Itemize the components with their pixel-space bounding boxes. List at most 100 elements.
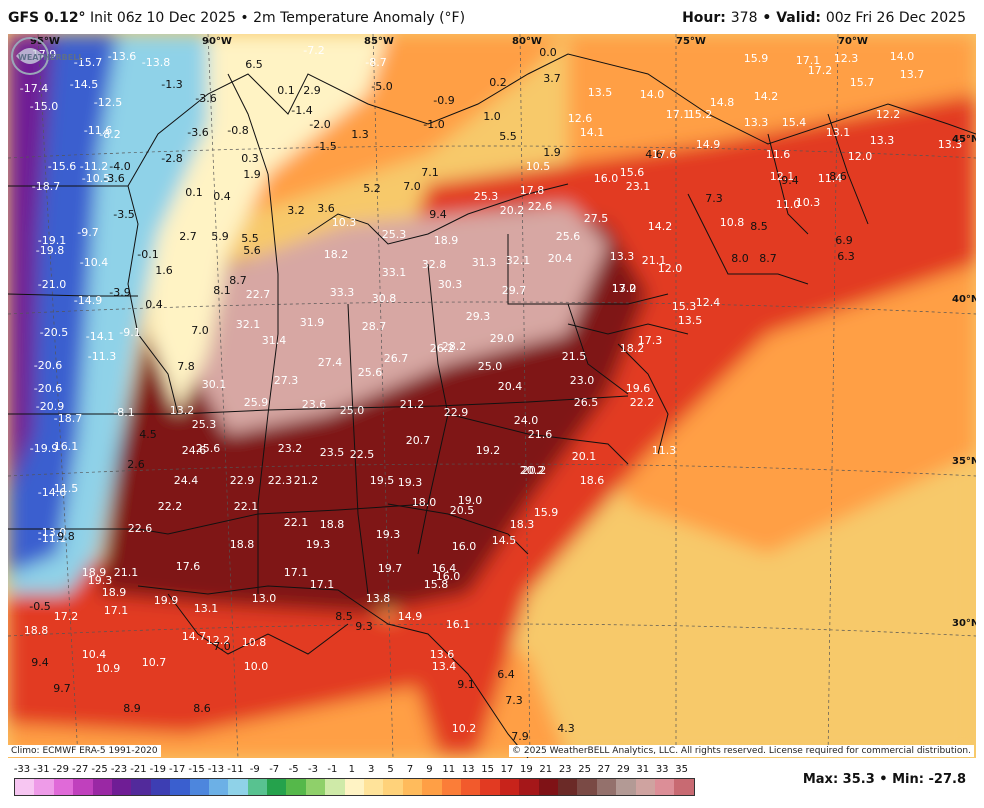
map-value-label: 2.9	[303, 84, 321, 97]
map-value-label: -19.1	[38, 234, 66, 247]
scale-swatch	[286, 779, 306, 795]
map-value-label: 13.7	[900, 68, 925, 81]
map-value-label: 26.5	[574, 396, 599, 409]
map-value-label: 27.3	[274, 374, 299, 387]
scale-tick-label: 33	[655, 764, 669, 775]
boundary-line	[567, 323, 689, 335]
map-value-label: 13.3	[870, 134, 895, 147]
map-value-label: 23.2	[278, 442, 303, 455]
scale-swatch	[73, 779, 93, 795]
scale-tick-label: 13	[461, 764, 475, 775]
scale-swatch	[15, 779, 35, 795]
map-value-label: 1.0	[483, 110, 501, 123]
boundary-line	[387, 503, 529, 555]
map-value-label: 17.2	[808, 64, 833, 77]
scale-tick-label: -21	[130, 764, 147, 775]
copyright-note: © 2025 WeatherBELL Analytics, LLC. All r…	[509, 745, 974, 757]
map-value-label: 6.5	[245, 58, 263, 71]
map-value-label: 19.3	[88, 574, 113, 587]
map-value-label: -15.6	[48, 160, 76, 173]
boundary-line	[167, 593, 349, 655]
scale-swatch	[364, 779, 384, 795]
map-value-label: -1.4	[291, 104, 312, 117]
map-value-label: 14.7	[182, 630, 207, 643]
boundary-line	[347, 303, 369, 595]
map-value-label: 14.2	[648, 220, 673, 233]
map-value-label: -19.9	[30, 442, 58, 455]
meridian-line	[827, 34, 839, 758]
map-value-label: 7.3	[505, 694, 523, 707]
scale-swatch	[635, 779, 655, 795]
scale-tick-label: -3	[308, 764, 318, 775]
map-value-label: 17.6	[176, 560, 201, 573]
point-values: -17.9-15.7-13.6-13.8-7.2-8.70.015.917.11…	[20, 44, 962, 743]
map-value-label: 21.1	[114, 566, 139, 579]
map-value-label: 1.6	[155, 264, 173, 277]
meridian-line	[207, 34, 239, 758]
boundary-line	[257, 173, 279, 594]
map-value-label: 7.8	[177, 360, 195, 373]
min-value: -27.8	[928, 772, 966, 787]
boundary-line	[8, 293, 138, 297]
map-value-label: 25.9	[244, 396, 269, 409]
map-value-label: -4.0	[109, 160, 130, 173]
map-value-label: 25.6	[358, 366, 383, 379]
map-value-label: 6.3	[837, 250, 855, 263]
map-value-label: 22.2	[158, 500, 183, 513]
map-value-label: 25.0	[340, 404, 365, 417]
map-value-label: 15.2	[688, 108, 713, 121]
scale-tick-label: 5	[387, 764, 394, 775]
map-value-label: 10.2	[452, 722, 477, 735]
map-value-label: 19.2	[476, 444, 501, 457]
map-value-label: -0.9	[433, 94, 454, 107]
map-value-label: 13.3	[744, 116, 769, 129]
map-value-label: 19.7	[378, 562, 403, 575]
map-value-label: 22.1	[234, 500, 259, 513]
scale-tick-label: 35	[675, 764, 688, 775]
map-value-label: -8.7	[365, 56, 386, 69]
map-value-label: -7.2	[303, 44, 324, 57]
map-value-label: 23.1	[626, 180, 651, 193]
map-value-label: 22.6	[528, 200, 553, 213]
scale-tick-label: 25	[578, 764, 591, 775]
map-value-label: 32.8	[422, 258, 447, 271]
boundary-line	[227, 73, 269, 175]
map-value-label: 12.1	[770, 170, 795, 183]
map-value-label: 18.3	[510, 518, 535, 531]
map-value-label: -14.9	[74, 294, 102, 307]
boundary-line	[567, 303, 629, 395]
scale-tick-label: 31	[636, 764, 650, 775]
map-value-label: 23.0	[570, 374, 595, 387]
scale-tick-label: -27	[72, 764, 89, 775]
scale-swatch	[228, 779, 248, 795]
scale-swatch	[577, 779, 597, 795]
map-value-label: 13.0	[612, 282, 637, 295]
map-value-label: 9.8	[57, 530, 75, 543]
boundary-line	[687, 193, 809, 285]
map-value-label: -1.0	[423, 118, 444, 131]
map-value-label: 1.9	[543, 146, 561, 159]
map-value-label: 8.9	[123, 702, 141, 715]
anomaly-map[interactable]: -17.9-15.7-13.6-13.8-7.2-8.70.015.917.11…	[8, 34, 976, 758]
map-value-label: -2.8	[161, 152, 182, 165]
longitude-label: 70°W	[838, 36, 868, 47]
map-value-label: 25.6	[556, 230, 581, 243]
map-value-label: 17.1	[666, 108, 691, 121]
map-value-label: -13.0	[38, 526, 66, 539]
boundary-line	[307, 183, 569, 245]
field-extreme	[188, 204, 608, 434]
map-value-label: 12.0	[658, 262, 683, 275]
map-value-label: 13.0	[252, 592, 277, 605]
map-value-label: 18.2	[620, 342, 645, 355]
map-value-label: 16.1	[446, 618, 471, 631]
max-value: 35.3	[842, 772, 875, 787]
map-value-label: 14.9	[398, 610, 423, 623]
forecast-time: Hour: 378 • Valid: 00z Fri 26 Dec 2025	[682, 10, 966, 26]
map-value-label: -15.0	[30, 100, 58, 113]
map-value-label: 0.2	[489, 76, 507, 89]
map-value-label: 19.3	[376, 528, 401, 541]
map-value-label: 23.5	[320, 446, 345, 459]
longitude-label: 95°W	[30, 36, 60, 47]
scale-tick-label: 19	[520, 764, 533, 775]
scale-tick-label: 9	[426, 764, 433, 775]
